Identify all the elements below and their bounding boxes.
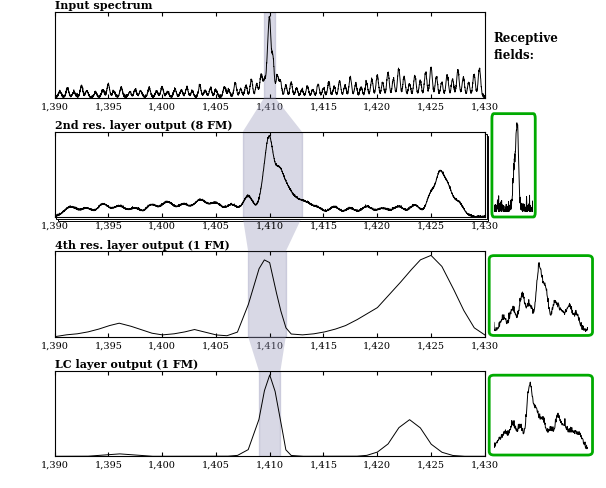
Text: Receptive: Receptive [494, 32, 559, 45]
Text: LC layer output (1 FM): LC layer output (1 FM) [55, 359, 198, 370]
Text: Input spectrum: Input spectrum [55, 0, 152, 11]
Bar [243, 132, 302, 217]
Text: fields:: fields: [494, 49, 535, 62]
Bar [259, 371, 281, 456]
Text: 2nd res. layer output (8 FM): 2nd res. layer output (8 FM) [55, 120, 232, 131]
Bar [264, 12, 275, 98]
Text: 4th res. layer output (1 FM): 4th res. layer output (1 FM) [55, 240, 229, 250]
Bar [248, 251, 286, 337]
